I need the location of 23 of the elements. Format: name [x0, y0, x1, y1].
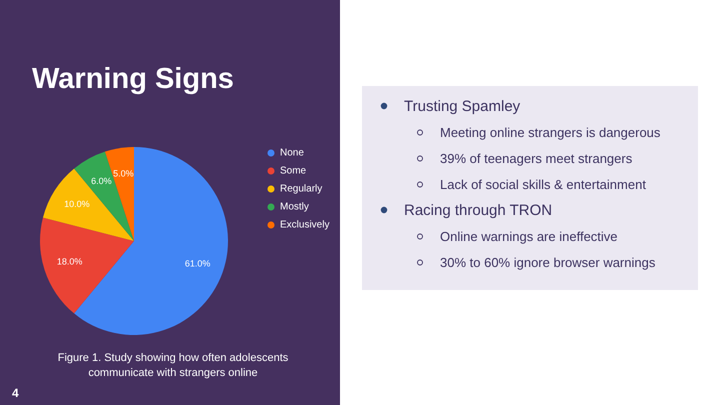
legend-label: Some — [280, 166, 307, 177]
legend-label: Mostly — [280, 202, 309, 213]
data-label: 5.0% — [113, 168, 134, 179]
text: communicate with strangers online — [88, 367, 258, 379]
caption: Figure 1. Study showing how often adolescents — [58, 352, 289, 364]
text: Lack of social skills & entertainment — [440, 177, 646, 192]
text: 39% of teenagers meet strangers — [440, 151, 633, 166]
legend-label: Exclusively — [280, 220, 330, 231]
pie-slice — [40, 218, 134, 314]
data-label: 6.0% — [91, 176, 112, 186]
text: Trusting Spamley — [404, 98, 521, 115]
data-label: 18.0% — [56, 256, 82, 266]
legend-label: None — [280, 148, 304, 159]
chart-title: Warning Signs — [32, 63, 234, 95]
data-label: 61.0% — [184, 258, 210, 268]
data-label: 10.0% — [64, 199, 90, 210]
pie-slice — [42, 168, 134, 241]
text: 30% to 60% ignore browser warnings — [440, 255, 656, 270]
legend-label: Regularly — [280, 184, 322, 195]
text: Racing through TRON — [404, 202, 552, 219]
text: Meeting online strangers is dangerous — [440, 125, 661, 140]
text: Online warnings are ineffective — [440, 229, 618, 244]
text: 4 — [12, 386, 19, 400]
